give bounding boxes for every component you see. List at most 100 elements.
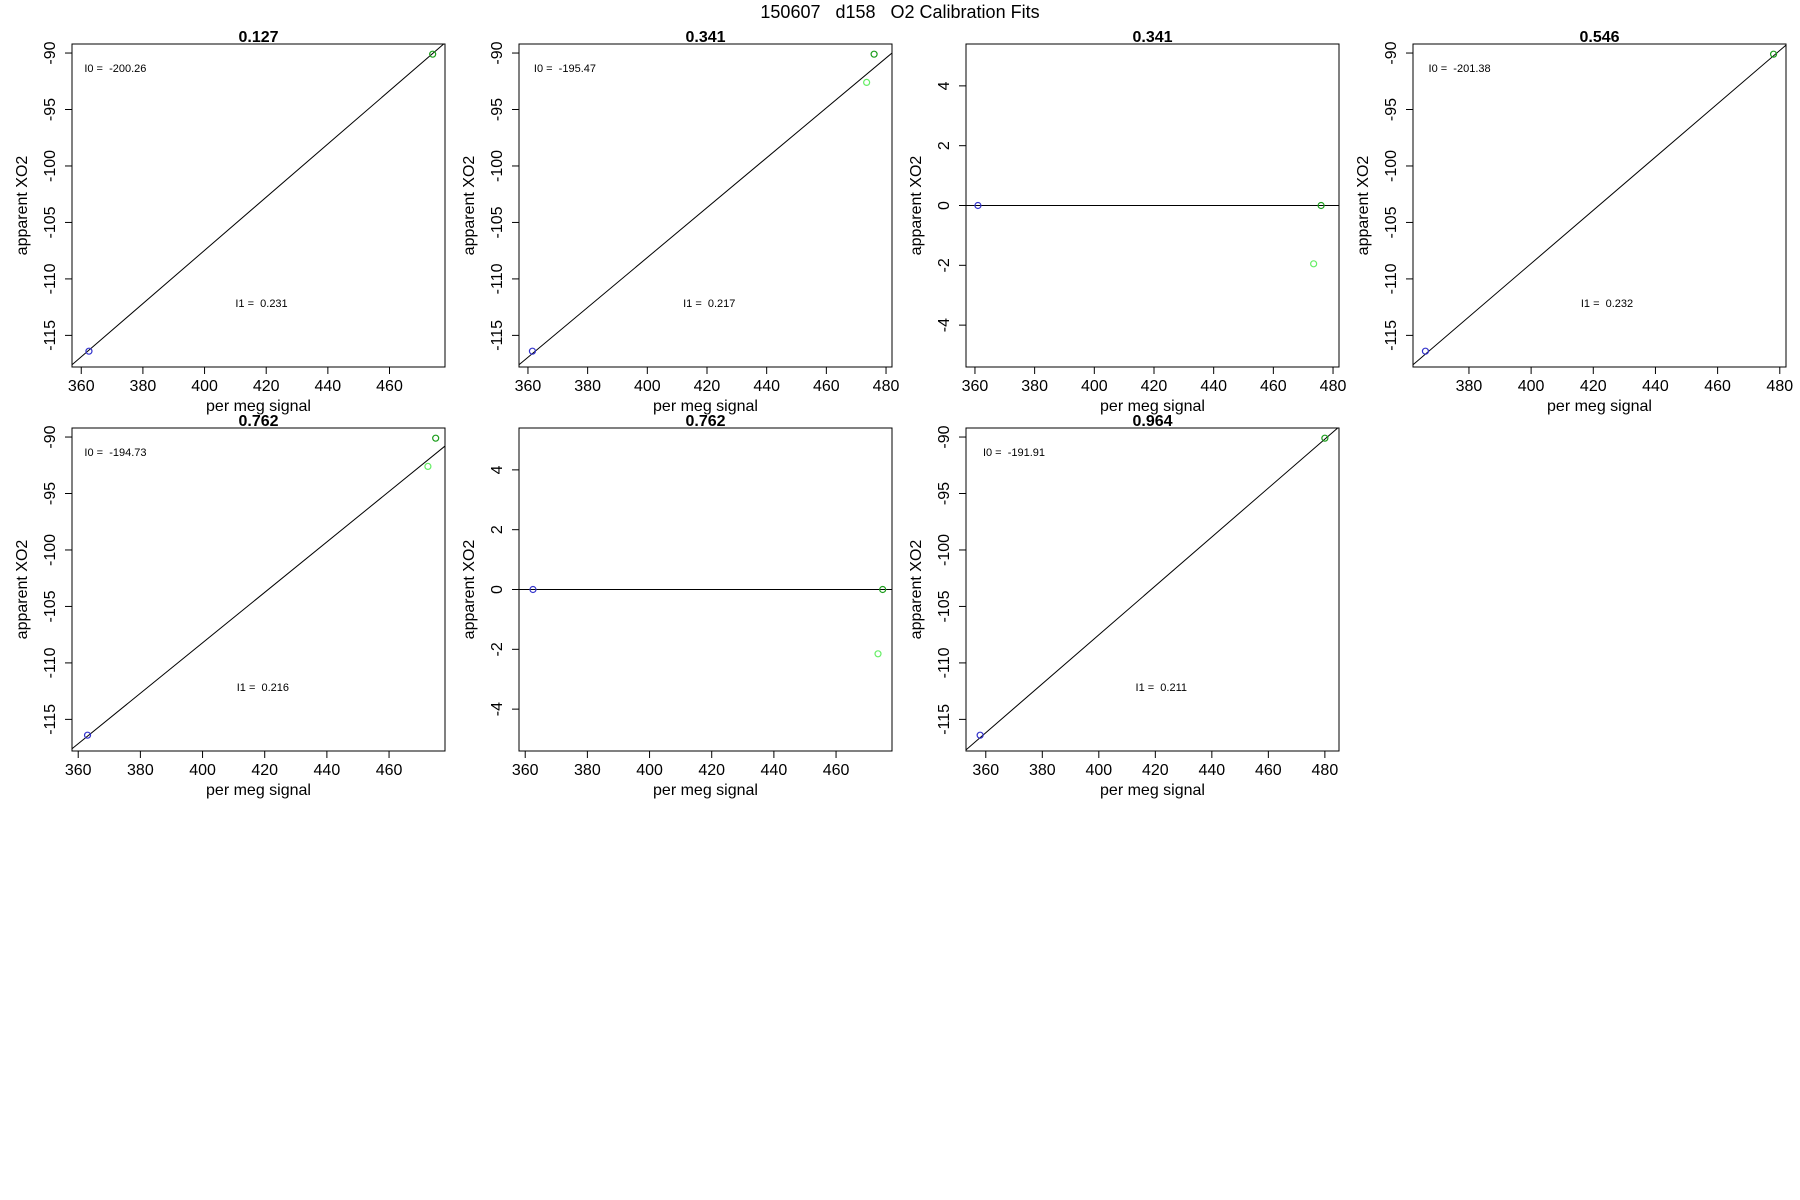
data-point: [83, 731, 92, 739]
data-point: [1421, 347, 1430, 355]
y-tick-label: -105: [1383, 206, 1400, 238]
fit-annotation: I1 = 0.216: [237, 682, 289, 694]
data-point: [85, 347, 93, 355]
x-tick-label: 380: [1021, 378, 1048, 395]
x-tick-label: 400: [191, 378, 218, 395]
y-tick-label: -90: [42, 41, 59, 64]
y-tick-label: -2: [936, 258, 953, 272]
x-tick-label: 380: [574, 378, 601, 395]
x-tick-label: 460: [376, 378, 403, 395]
plot-frame: [965, 427, 1340, 752]
fit-annotation: I0 = -191.91: [983, 447, 1045, 459]
y-axis-label: apparent XO2: [14, 540, 31, 640]
fit-annotation: I1 = 0.232: [1581, 298, 1633, 310]
y-tick-label: -90: [1383, 41, 1400, 64]
plot-data-region: [966, 428, 1339, 751]
y-axis: -90 -95 -100 -105 -110 -115 apparent XO2: [14, 425, 73, 735]
y-tick-label: 0: [936, 201, 953, 210]
data-point: [528, 347, 537, 355]
y-tick-label: -95: [1383, 98, 1400, 121]
x-tick-label: 460: [823, 762, 850, 779]
y-tick-label: -105: [936, 590, 953, 622]
plot-data-region: [966, 201, 1339, 268]
y-tick-label: -100: [42, 534, 59, 566]
x-tick-label: 400: [1081, 378, 1108, 395]
x-tick-label: 400: [189, 762, 216, 779]
y-axis: -90 -95 -100 -105 -110 -115 apparent XO2: [1355, 41, 1414, 351]
y-tick-label: 2: [489, 525, 506, 534]
x-tick-label: 480: [1766, 378, 1793, 395]
y-axis: 4 2 0 -2 -4 apparent XO2: [461, 465, 520, 716]
fit-annotation: I1 = 0.231: [235, 298, 287, 310]
fit-annotation: I0 = -200.26: [84, 63, 146, 75]
x-tick-label: 360: [512, 762, 539, 779]
fit-line: [72, 445, 445, 750]
y-tick-label: -115: [42, 704, 59, 735]
y-axis-label: apparent XO2: [461, 156, 478, 256]
x-tick-label: 360: [962, 378, 989, 395]
y-tick-label: -110: [42, 647, 59, 678]
x-tick-label: 420: [698, 762, 725, 779]
x-axis: 360 380 400 420 440 460 per meg signal: [512, 750, 850, 799]
x-axis-label: per meg signal: [1547, 398, 1652, 415]
x-tick-label: 460: [813, 378, 840, 395]
plot-data-region: [72, 44, 445, 366]
x-tick-label: 360: [68, 378, 95, 395]
y-tick-label: -100: [489, 150, 506, 182]
x-tick-label: 440: [315, 378, 342, 395]
panel-title: 0.341: [685, 29, 725, 46]
x-axis-label: per meg signal: [653, 398, 758, 415]
x-tick-label: 360: [515, 378, 542, 395]
plot-frame: [71, 43, 446, 368]
figure-title: 150607 d158 O2 Calibration Fits: [760, 2, 1040, 22]
x-axis-label: per meg signal: [206, 782, 311, 799]
y-tick-label: -115: [936, 704, 953, 735]
x-tick-label: 440: [753, 378, 780, 395]
y-tick-label: -95: [936, 482, 953, 505]
y-tick-label: -2: [489, 642, 506, 656]
x-tick-label: 460: [1255, 762, 1282, 779]
x-tick-label: 380: [127, 762, 154, 779]
y-tick-label: -95: [489, 98, 506, 121]
plot-data-region: [72, 434, 445, 750]
y-axis-label: apparent XO2: [14, 156, 31, 256]
panel-title: 0.546: [1579, 29, 1619, 46]
x-axis: 360 380 400 420 440 460 per meg signal: [68, 366, 403, 415]
y-tick-label: 4: [489, 465, 506, 474]
data-point: [1310, 260, 1318, 268]
x-tick-label: 400: [636, 762, 663, 779]
y-tick-label: -100: [1383, 150, 1400, 182]
data-point: [1321, 434, 1329, 442]
data-point: [863, 78, 871, 86]
x-tick-label: 420: [1141, 378, 1168, 395]
fit-annotation: I1 = 0.211: [1136, 682, 1187, 694]
panel-title: 0.964: [1132, 413, 1172, 430]
y-tick-label: -95: [42, 482, 59, 505]
y-tick-label: -110: [936, 647, 953, 678]
y-tick-label: -4: [489, 702, 506, 716]
x-axis: 360 380 400 420 440 460 480 per meg signal: [515, 366, 899, 415]
plot-data-region: [519, 50, 892, 366]
x-tick-label: 380: [1456, 378, 1483, 395]
x-tick-label: 480: [1312, 762, 1339, 779]
y-tick-label: -105: [42, 590, 59, 622]
x-tick-label: 360: [65, 762, 92, 779]
y-tick-label: -100: [936, 534, 953, 566]
x-tick-label: 420: [694, 378, 721, 395]
x-axis: 380 400 420 440 460 480 per meg signal: [1456, 366, 1793, 415]
fit-annotation: I0 = -201.38: [1429, 63, 1491, 75]
panel-1: 360 380 400 420 440 460 per meg signal -90 -95 -1…: [14, 29, 446, 415]
x-tick-label: 460: [376, 762, 403, 779]
y-axis: -90 -95 -100 -105 -110 -115 apparent XO2: [908, 425, 967, 735]
plot-frame: [71, 427, 446, 752]
x-tick-label: 420: [251, 762, 278, 779]
y-tick-label: 0: [489, 585, 506, 594]
x-tick-label: 420: [253, 378, 280, 395]
data-point: [870, 50, 878, 58]
panel-title: 0.341: [1132, 29, 1172, 46]
x-tick-label: 420: [1142, 762, 1169, 779]
y-axis: -90 -95 -100 -105 -110 -115 apparent XO2: [461, 41, 520, 351]
x-axis-label: per meg signal: [1100, 398, 1205, 415]
